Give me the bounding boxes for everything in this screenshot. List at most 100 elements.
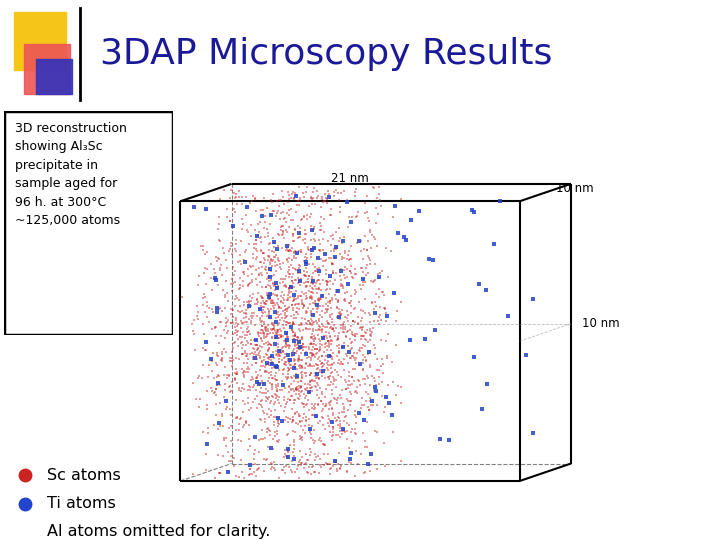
Point [218,186,230,194]
Point [288,254,300,262]
Point [269,466,281,475]
Point [249,354,261,363]
Point [250,275,261,284]
Point [236,214,248,223]
Point [308,439,320,448]
Point [235,259,247,268]
Point [372,464,383,473]
Point [271,362,282,371]
Point [313,264,325,272]
Point [303,343,315,352]
Point [237,397,248,406]
Point [322,319,333,327]
Point [294,345,305,353]
Point [322,418,333,427]
Point [327,408,338,417]
Point [324,352,336,361]
Point [238,256,250,265]
Point [369,317,380,326]
Point [361,245,373,254]
Point [235,456,247,464]
Point [229,267,240,275]
Point [233,355,245,363]
Point [271,197,283,205]
Point [357,323,369,332]
Point [258,455,269,463]
Point [361,418,372,427]
Point [328,423,339,431]
Point [251,312,262,321]
Point [289,189,301,198]
Point [304,426,315,435]
Point [282,258,294,267]
Point [225,238,237,247]
Point [206,325,217,334]
Point [275,333,287,341]
Point [260,256,271,265]
Point [265,275,276,284]
Point [230,246,242,255]
Point [520,351,531,360]
Point [310,345,321,354]
Point [258,302,269,311]
Point [315,202,327,211]
Point [260,265,271,274]
Point [197,242,209,251]
Point [300,258,312,266]
Point [251,403,263,412]
Point [293,232,305,241]
Point [255,298,266,307]
Point [299,380,310,389]
Point [361,389,373,398]
Point [265,341,276,349]
Point [361,207,373,216]
Point [266,392,278,401]
Point [236,225,248,234]
Point [287,237,298,245]
Point [205,383,217,392]
Point [314,366,325,374]
Point [296,458,307,467]
Point [292,303,303,312]
Point [243,363,254,372]
Point [306,410,318,419]
Point [284,293,295,301]
Point [201,265,212,273]
Point [284,356,296,365]
Point [230,316,242,325]
Point [215,261,227,269]
Point [309,456,320,465]
Point [289,363,301,372]
Point [315,397,326,406]
Point [285,283,297,292]
Point [227,306,238,314]
Point [267,278,279,287]
Point [273,196,284,205]
Point [318,235,329,244]
Point [275,264,287,273]
Point [255,362,266,370]
Point [312,418,324,427]
Point [222,296,234,305]
Point [266,359,277,368]
Point [265,353,276,361]
Point [289,237,300,245]
Point [232,257,243,266]
Point [323,366,334,374]
Point [287,347,298,355]
Point [284,415,295,423]
Point [200,337,212,346]
Point [305,288,316,296]
Point [292,373,303,381]
Point [225,451,237,460]
Point [283,373,294,381]
Point [251,266,262,274]
Point [337,360,348,368]
Point [243,421,255,429]
Point [316,368,328,377]
Point [268,299,279,308]
Point [322,337,333,346]
Point [327,423,338,431]
Point [278,281,289,290]
Point [297,314,308,322]
